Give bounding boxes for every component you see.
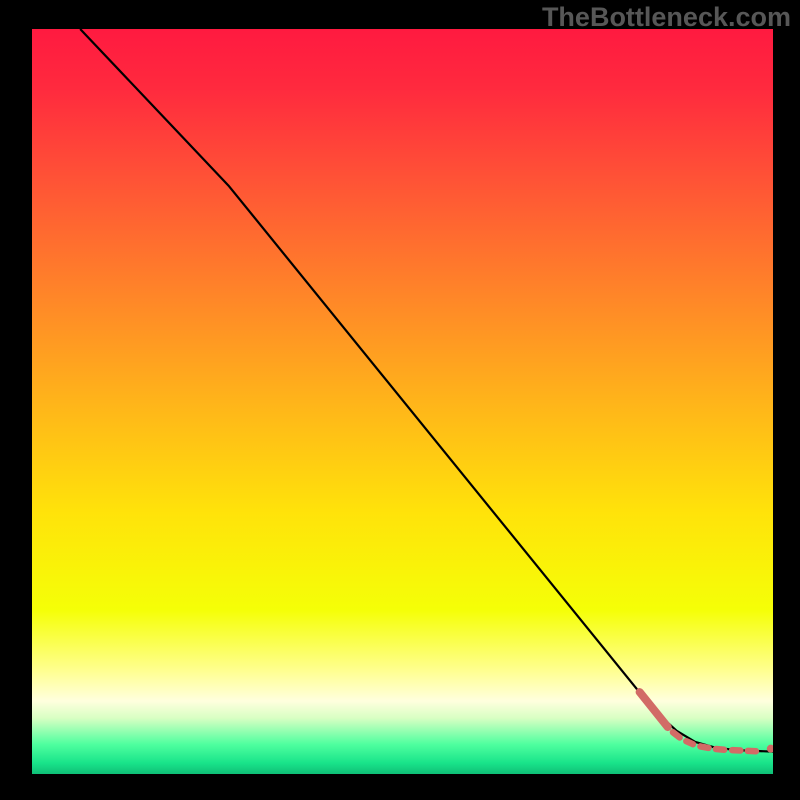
highlight-segment: [716, 749, 724, 750]
highlight-segment: [686, 741, 693, 744]
chart-container: TheBottleneck.com: [0, 0, 800, 800]
plot-svg: [32, 29, 773, 774]
plot-area: [32, 29, 773, 774]
highlight-segment: [700, 746, 708, 747]
highlight-segment: [673, 732, 680, 737]
watermark-label: TheBottleneck.com: [542, 2, 791, 33]
